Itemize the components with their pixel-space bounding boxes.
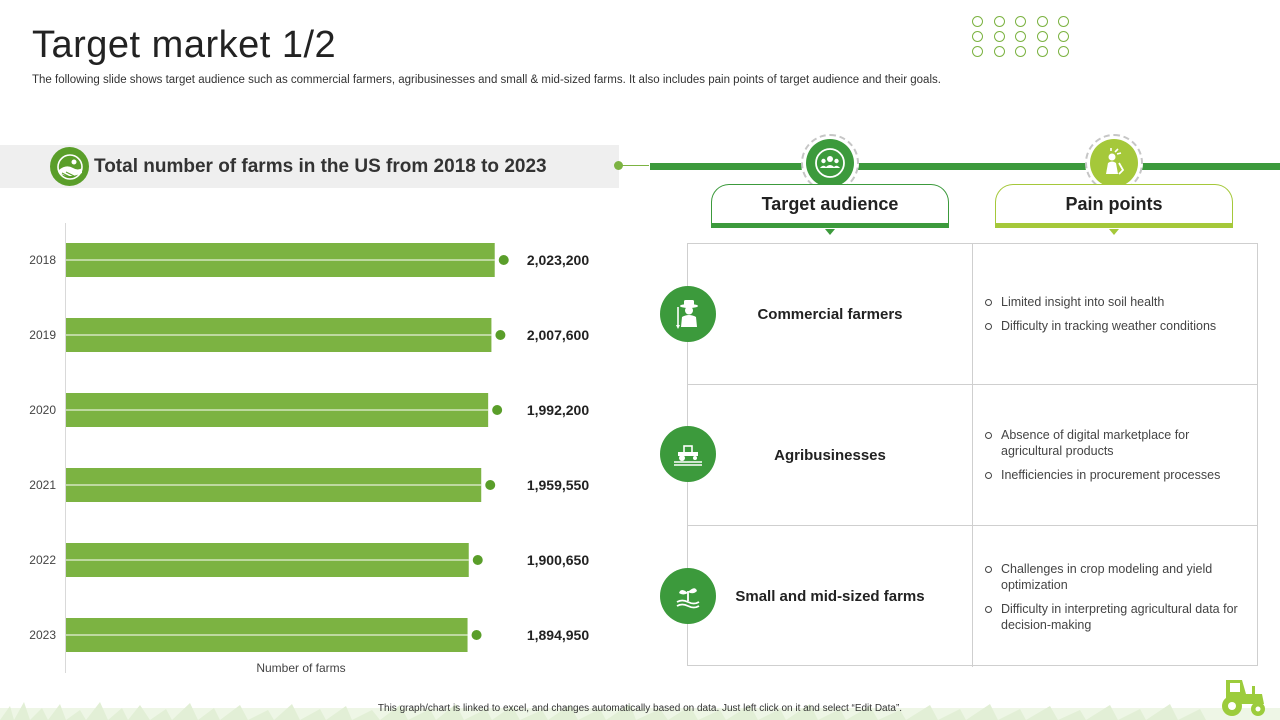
y-tick-label: 2019	[29, 328, 56, 342]
tab-pain-points[interactable]: Pain points	[995, 184, 1233, 228]
frustrated-person-icon	[1106, 148, 1125, 175]
decorative-dot	[972, 31, 983, 42]
page-title: Target market 1/2	[32, 24, 337, 66]
grass-decoration	[0, 702, 1280, 720]
pain-point-item: Inefficiencies in procurement processes	[985, 467, 1243, 483]
decorative-dot	[1036, 31, 1048, 42]
decorative-dot	[972, 16, 983, 27]
bar-end-dot-2022	[472, 555, 483, 565]
data-label-2022: 1,900,650	[527, 552, 589, 568]
decorative-dot	[1058, 16, 1069, 27]
decorative-dot	[1015, 31, 1026, 42]
pain-point-item: Limited insight into soil health	[985, 294, 1243, 310]
pain-point-item: Difficulty in interpreting agricultural …	[985, 601, 1243, 633]
y-tick-label: 2021	[29, 478, 56, 492]
bar-chart: Number of farms 2018 2,023,200 2019 2,007,6…	[29, 223, 589, 675]
bar-end-dot-2021	[485, 480, 496, 490]
pain-points-cell: Absence of digital marketplace for agric…	[973, 385, 1257, 525]
y-tick-label: 2023	[29, 628, 56, 642]
decorative-dot	[1058, 31, 1069, 42]
data-label-2023: 1,894,950	[527, 627, 589, 643]
audience-name: Commercial farmers	[688, 244, 973, 384]
chart-title: Total number of farms in the US from 201…	[94, 156, 547, 177]
chart-header: Total number of farms in the US from 201…	[0, 145, 619, 188]
data-label-2021: 1,959,550	[527, 477, 589, 493]
pain-points-cell: Challenges in crop modeling and yield op…	[973, 526, 1257, 667]
table-row: Agribusinesses Absence of digital market…	[688, 385, 1257, 526]
group-icon	[815, 148, 845, 178]
bar-end-dot-2020	[492, 405, 503, 415]
data-label-2019: 2,007,600	[527, 327, 589, 343]
pain-point-item: Difficulty in tracking weather condition…	[985, 318, 1243, 334]
bar-end-dot-2023	[471, 630, 482, 640]
decorative-dot	[1036, 46, 1048, 57]
decorative-dot	[1015, 16, 1026, 27]
footnote: This graph/chart is linked to excel, and…	[377, 703, 903, 714]
connector-line	[619, 165, 649, 166]
decorative-dot	[1058, 46, 1069, 57]
page-subtitle: The following slide shows target audienc…	[32, 74, 941, 86]
tab-pointer	[1109, 229, 1119, 235]
tractor-icon	[660, 426, 716, 482]
decorative-dot	[993, 46, 1005, 57]
pain-point-item: Challenges in crop modeling and yield op…	[985, 561, 1243, 593]
y-tick-label: 2022	[29, 553, 56, 567]
decorative-dot	[1015, 46, 1026, 57]
connector-dot	[614, 161, 623, 170]
y-tick-label: 2020	[29, 403, 56, 417]
tab-pointer	[825, 229, 835, 235]
x-axis-label: Number of farms	[256, 661, 345, 675]
y-tick-label: 2018	[29, 253, 56, 267]
bar-end-dot-2019	[495, 330, 506, 340]
tractor-decoration-icon	[1222, 680, 1265, 716]
table-row: Small and mid-sized farms Challenges in …	[688, 526, 1257, 667]
pain-point-item: Absence of digital marketplace for agric…	[985, 427, 1243, 459]
decorative-dot	[972, 46, 983, 57]
decorative-dot	[993, 31, 1005, 42]
header-green-line	[650, 163, 1280, 170]
data-label-2018: 2,023,200	[527, 252, 589, 268]
audience-table: Commercial farmers Limited insight into …	[687, 243, 1258, 667]
table-row: Commercial farmers Limited insight into …	[688, 244, 1257, 385]
bar-end-dot-2018	[498, 255, 509, 265]
data-label-2020: 1,992,200	[527, 402, 589, 418]
farm-landscape-icon	[50, 147, 89, 186]
farmer-icon	[660, 286, 716, 342]
audience-name: Small and mid-sized farms	[688, 526, 973, 667]
decorative-dot	[1036, 16, 1048, 27]
tab-target-audience[interactable]: Target audience	[711, 184, 949, 228]
decorative-dot	[993, 16, 1005, 27]
sprout-icon	[660, 568, 716, 624]
pain-points-badge	[1085, 134, 1143, 192]
pain-points-cell: Limited insight into soil health Difficu…	[973, 244, 1257, 384]
audience-name: Agribusinesses	[688, 385, 973, 525]
decorative-dot-grid	[972, 16, 1069, 57]
